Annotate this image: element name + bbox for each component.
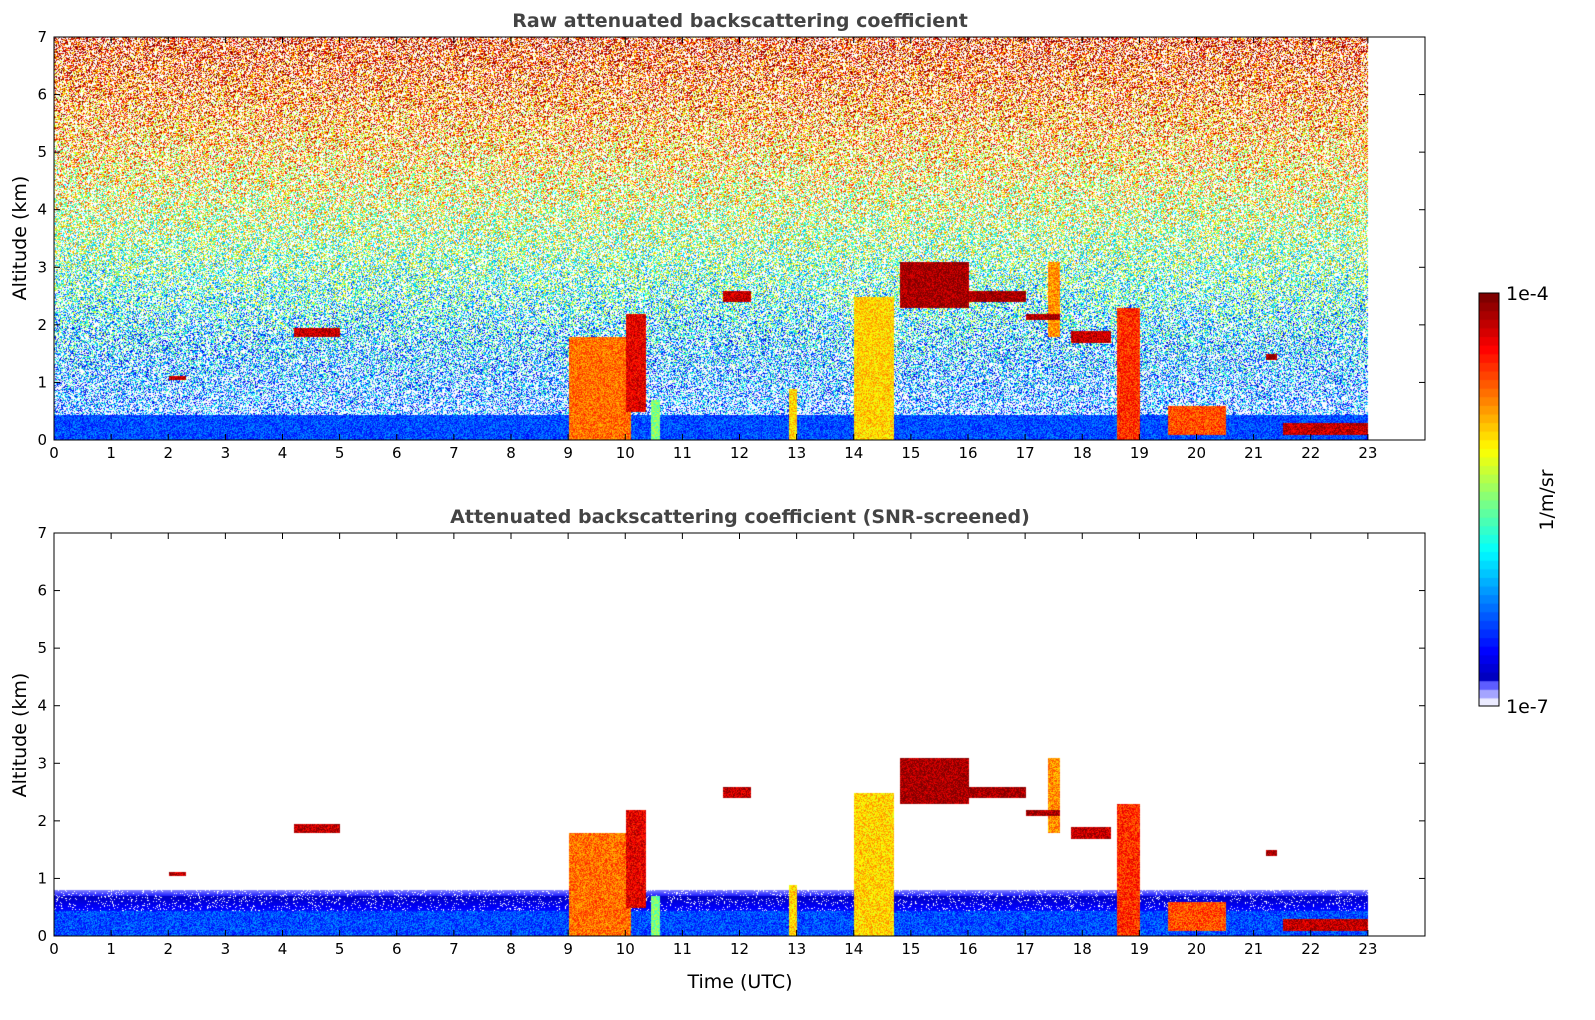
colorbar xyxy=(1479,293,1499,706)
y-axis-label: Altitude (km) xyxy=(9,176,31,301)
y-tick-label: 7 xyxy=(37,524,47,542)
x-tick-label: 12 xyxy=(730,940,749,958)
x-tick-label: 20 xyxy=(1187,940,1206,958)
x-tick-label: 23 xyxy=(1358,940,1377,958)
plot-frame xyxy=(53,532,1426,937)
x-tick-label: 14 xyxy=(844,444,863,462)
x-tick-label: 10 xyxy=(616,444,635,462)
x-tick-label: 8 xyxy=(506,940,516,958)
x-tick-label: 2 xyxy=(163,940,173,958)
x-tick-label: 0 xyxy=(49,444,59,462)
x-tick-label: 14 xyxy=(844,940,863,958)
y-tick-label: 3 xyxy=(37,258,47,276)
x-tick-label: 21 xyxy=(1244,940,1263,958)
x-tick-label: 1 xyxy=(106,444,116,462)
x-tick-label: 10 xyxy=(616,940,635,958)
chart-title: Raw attenuated backscattering coefficien… xyxy=(512,10,968,32)
x-tick-label: 3 xyxy=(221,940,231,958)
x-tick-label: 11 xyxy=(673,940,692,958)
screened-heatmap xyxy=(54,533,1425,936)
x-tick-label: 22 xyxy=(1301,444,1320,462)
y-tick-label: 1 xyxy=(37,373,47,391)
x-tick-label: 4 xyxy=(278,444,288,462)
colorbar-frame xyxy=(1478,292,1500,707)
x-tick-label: 21 xyxy=(1244,444,1263,462)
x-tick-label: 16 xyxy=(958,940,977,958)
x-tick-label: 9 xyxy=(563,940,573,958)
x-tick-label: 17 xyxy=(1016,444,1035,462)
colorbar-unit-label: 1/m/sr xyxy=(1536,469,1558,530)
x-tick-label: 1 xyxy=(106,940,116,958)
panel-screened: Attenuated backscattering coefficient (S… xyxy=(9,506,1426,993)
y-tick-label: 5 xyxy=(37,639,47,657)
x-tick-label: 19 xyxy=(1130,940,1149,958)
y-tick-label: 6 xyxy=(37,86,47,104)
chart-title: Attenuated backscattering coefficient (S… xyxy=(450,506,1030,528)
raw-heatmap xyxy=(54,37,1425,440)
x-tick-label: 5 xyxy=(335,940,345,958)
x-tick-label: 17 xyxy=(1016,940,1035,958)
x-tick-label: 23 xyxy=(1358,444,1377,462)
y-tick-label: 4 xyxy=(37,697,47,715)
colorbar-min-label: 1e-7 xyxy=(1506,696,1549,718)
x-tick-label: 12 xyxy=(730,444,749,462)
x-tick-label: 11 xyxy=(673,444,692,462)
x-tick-label: 6 xyxy=(392,940,402,958)
y-tick-label: 1 xyxy=(37,869,47,887)
y-tick-label: 7 xyxy=(37,28,47,46)
x-tick-label: 2 xyxy=(163,444,173,462)
x-tick-label: 16 xyxy=(958,444,977,462)
y-tick-label: 5 xyxy=(37,143,47,161)
x-tick-label: 3 xyxy=(221,444,231,462)
y-tick-label: 0 xyxy=(37,927,47,945)
y-tick-label: 3 xyxy=(37,754,47,772)
x-tick-label: 18 xyxy=(1073,444,1092,462)
y-tick-label: 2 xyxy=(37,316,47,334)
x-tick-label: 20 xyxy=(1187,444,1206,462)
y-tick-label: 6 xyxy=(37,582,47,600)
x-tick-label: 4 xyxy=(278,940,288,958)
colorbar-max-label: 1e-4 xyxy=(1506,283,1549,305)
x-tick-label: 6 xyxy=(392,444,402,462)
x-tick-label: 7 xyxy=(449,940,459,958)
x-tick-label: 15 xyxy=(901,444,920,462)
x-tick-label: 8 xyxy=(506,444,516,462)
y-tick-label: 2 xyxy=(37,812,47,830)
y-axis-label: Altitude (km) xyxy=(9,673,31,798)
x-tick-label: 9 xyxy=(563,444,573,462)
x-tick-label: 15 xyxy=(901,940,920,958)
x-tick-label: 19 xyxy=(1130,444,1149,462)
x-tick-label: 22 xyxy=(1301,940,1320,958)
y-tick-label: 0 xyxy=(37,431,47,449)
plot-frame xyxy=(53,36,1426,441)
x-tick-label: 13 xyxy=(787,444,806,462)
x-tick-label: 5 xyxy=(335,444,345,462)
y-tick-label: 4 xyxy=(37,201,47,219)
x-tick-label: 18 xyxy=(1073,940,1092,958)
panel-raw: Raw attenuated backscattering coefficien… xyxy=(9,10,1426,462)
x-tick-label: 13 xyxy=(787,940,806,958)
x-tick-label: 7 xyxy=(449,444,459,462)
x-tick-label: 0 xyxy=(49,940,59,958)
x-axis-label: Time (UTC) xyxy=(686,971,792,993)
